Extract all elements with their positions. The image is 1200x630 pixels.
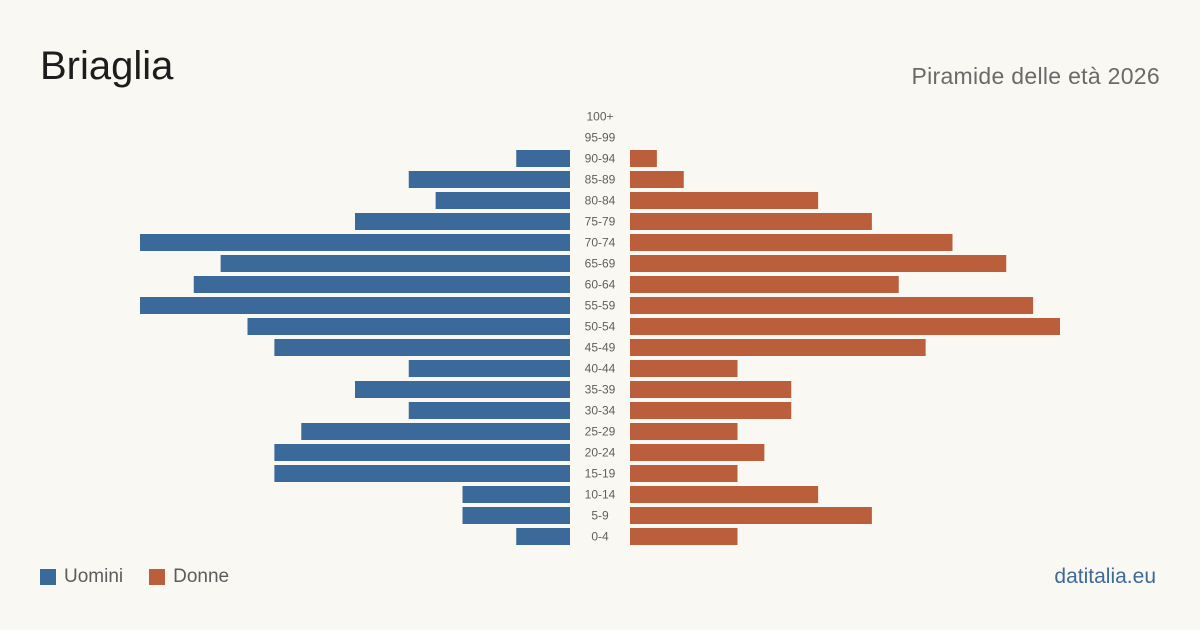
brand-link[interactable]: datitalia.eu	[1054, 565, 1156, 588]
male-bar-50-54	[247, 318, 570, 335]
chart-subtitle: Piramide delle età 2026	[911, 63, 1160, 89]
legend-swatch-male	[40, 569, 56, 585]
female-bar-90-94	[630, 150, 657, 167]
age-group-label: 80-84	[585, 194, 616, 208]
female-bar-50-54	[630, 318, 1060, 335]
male-bar-35-39	[355, 381, 570, 398]
legend-swatch-female	[149, 569, 166, 585]
female-bar-85-89	[630, 171, 684, 188]
age-group-label: 55-59	[585, 299, 616, 313]
male-bar-65-69	[220, 255, 570, 272]
female-bar-15-19	[630, 465, 738, 482]
age-group-label: 60-64	[585, 278, 616, 292]
male-bar-90-94	[516, 150, 570, 167]
male-bar-80-84	[435, 192, 570, 209]
female-bar-30-34	[630, 402, 792, 419]
female-bar-35-39	[630, 381, 792, 398]
male-bar-45-49	[274, 339, 570, 356]
legend-label-female: Donne	[173, 566, 230, 587]
female-bar-40-44	[630, 360, 738, 377]
age-group-label: 35-39	[585, 383, 616, 397]
age-group-label: 0-4	[591, 530, 609, 544]
age-group-label: 70-74	[585, 236, 616, 250]
male-bar-60-64	[193, 276, 570, 293]
female-bar-80-84	[630, 192, 819, 209]
age-group-label: 100+	[586, 110, 613, 124]
male-bar-5-9	[462, 507, 570, 524]
age-group-label: 75-79	[585, 215, 616, 229]
age-group-label: 10-14	[585, 488, 616, 502]
female-bar-70-74	[630, 234, 953, 251]
male-bar-55-59	[140, 297, 570, 314]
male-bar-30-34	[408, 402, 570, 419]
age-group-label: 85-89	[585, 173, 616, 187]
female-bar-65-69	[630, 255, 1007, 272]
legend-label-male: Uomini	[64, 566, 124, 587]
page-title: Briaglia	[40, 44, 174, 88]
male-bar-20-24	[274, 444, 570, 461]
male-bar-75-79	[355, 213, 570, 230]
age-group-label: 30-34	[585, 404, 616, 418]
legend-item-male: Uomini	[40, 566, 123, 588]
legend-item-female: Donne	[149, 566, 229, 588]
age-group-label: 5-9	[591, 509, 609, 523]
female-bar-25-29	[630, 423, 738, 440]
female-bar-5-9	[630, 507, 872, 524]
age-group-label: 45-49	[585, 341, 616, 355]
age-group-label: 15-19	[585, 467, 616, 481]
male-bar-0-4	[516, 528, 570, 545]
age-group-label: 40-44	[585, 362, 616, 376]
age-group-label: 65-69	[585, 257, 616, 271]
female-bar-45-49	[630, 339, 926, 356]
male-bar-40-44	[408, 360, 570, 377]
female-bar-20-24	[630, 444, 765, 461]
male-bar-25-29	[301, 423, 570, 440]
age-group-label: 90-94	[585, 152, 616, 166]
female-bar-60-64	[630, 276, 899, 293]
age-group-label: 95-99	[585, 131, 616, 145]
legend: Uomini Donne	[40, 566, 255, 588]
age-group-label: 25-29	[585, 425, 616, 439]
female-bar-10-14	[630, 486, 819, 503]
male-bar-10-14	[462, 486, 570, 503]
female-bar-0-4	[630, 528, 738, 545]
female-bar-75-79	[630, 213, 872, 230]
male-bar-85-89	[408, 171, 570, 188]
male-bar-15-19	[274, 465, 570, 482]
age-group-label: 20-24	[585, 446, 616, 460]
age-group-label: 50-54	[585, 320, 616, 334]
male-bar-70-74	[140, 234, 570, 251]
female-bar-55-59	[630, 297, 1034, 314]
